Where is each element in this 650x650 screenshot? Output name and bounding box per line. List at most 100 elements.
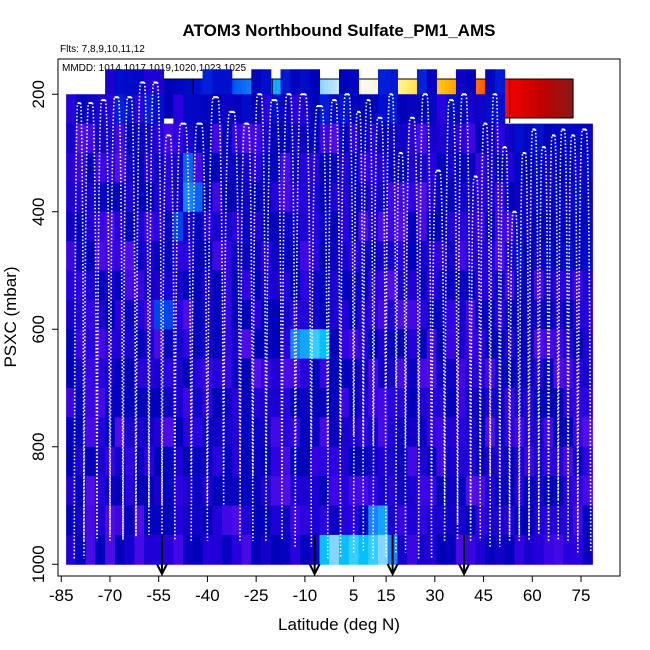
heatmap-cell: [105, 123, 116, 154]
colorbar-cell: [553, 79, 559, 118]
heatmap-cell: [339, 270, 350, 301]
heatmap-cell: [397, 329, 408, 360]
heatmap-cell: [300, 182, 311, 213]
heatmap-cell: [300, 534, 311, 565]
coastal-arrow-head: [308, 563, 321, 576]
heatmap-cell: [114, 505, 126, 536]
heatmap-cell: [504, 241, 515, 271]
heatmap-cell: [270, 446, 282, 477]
heatmap-cell: [446, 211, 457, 242]
heatmap-cell: [290, 182, 301, 213]
profile-descent: [476, 176, 482, 541]
heatmap-cell: [572, 211, 584, 242]
heatmap-cell: [475, 123, 486, 154]
heatmap-cell: [75, 417, 87, 448]
profile-ascent: [372, 117, 379, 559]
profile-descent: [439, 170, 446, 506]
heatmap-cell: [348, 241, 359, 271]
heatmap-cell: [105, 94, 116, 125]
heatmap-cell: [290, 123, 301, 154]
colorbar-cell: [565, 79, 570, 118]
heatmap-cell: [85, 388, 96, 418]
heatmap-cell: [192, 299, 204, 330]
heatmap-cell: [446, 505, 457, 536]
colorbar-cell: [530, 79, 535, 118]
heatmap-cell: [426, 417, 437, 448]
heatmap-cell: [514, 446, 525, 477]
heatmap-cell: [75, 505, 87, 536]
heatmap-cell: [202, 505, 213, 536]
heatmap-cell: [105, 270, 116, 301]
heatmap-cell: [85, 329, 96, 360]
heatmap-cell: [251, 417, 262, 448]
heatmap-cell: [446, 358, 457, 389]
heatmap-cell: [377, 270, 389, 301]
profile-ascent: [362, 99, 368, 447]
heatmap-cell: [95, 270, 106, 301]
heatmap-cell: [192, 211, 204, 242]
heatmap-cell: [485, 388, 496, 418]
heatmap-cell: [124, 123, 135, 154]
profile-ascent: [499, 146, 505, 541]
heatmap-cell: [368, 123, 379, 154]
heatmap-cell: [280, 123, 291, 154]
heatmap-cell: [563, 211, 574, 242]
heatmap-cell: [563, 299, 574, 330]
heatmap-cell: [144, 153, 155, 183]
heatmap-cell: [397, 388, 408, 418]
heatmap-cell: [280, 329, 291, 360]
heatmap-cell: [212, 446, 223, 477]
heatmap-cell: [300, 270, 311, 301]
heatmap-cell: [407, 270, 418, 301]
heatmap-cell: [426, 299, 437, 330]
heatmap-cell: [543, 417, 554, 448]
heatmap-cell: [475, 241, 486, 271]
heatmap-cell: [329, 153, 340, 183]
profile-ascent: [73, 102, 79, 559]
heatmap-cell: [85, 123, 96, 154]
profile-descent: [233, 111, 241, 477]
heatmap-cell: [183, 270, 194, 301]
heatmap-cell: [455, 270, 467, 301]
heatmap-cell: [192, 182, 204, 213]
heatmap-cell: [163, 388, 174, 418]
heatmap-cell: [173, 211, 184, 242]
heatmap-cell: [75, 446, 87, 477]
heatmap-cell: [494, 94, 506, 125]
heatmap-cell: [280, 182, 291, 213]
y-tick-label: 1000: [29, 545, 48, 583]
heatmap-cell: [446, 476, 457, 506]
heatmap-cell: [455, 329, 467, 360]
heatmap-cell: [202, 329, 213, 360]
heatmap-cell: [319, 476, 330, 506]
heatmap-cell: [241, 94, 252, 125]
heatmap-cell: [358, 299, 369, 330]
heatmap-cell: [153, 270, 165, 301]
heatmap-cell: [183, 123, 194, 154]
heatmap-cell: [524, 534, 535, 565]
heatmap-cell: [436, 417, 447, 448]
heatmap-cell: [85, 476, 96, 506]
heatmap-cell: [231, 476, 243, 506]
colorbar-cell: [549, 79, 555, 118]
heatmap-cell: [173, 534, 184, 565]
heatmap-cell: [485, 182, 496, 213]
heatmap-cell: [144, 94, 155, 125]
heatmap-cell: [416, 476, 428, 506]
heatmap-cell: [124, 211, 135, 242]
profile-descent: [515, 211, 521, 535]
heatmap-cell: [524, 123, 535, 154]
profile-descent: [117, 96, 124, 541]
heatmap-cell: [134, 153, 145, 183]
heatmap-cell: [485, 123, 496, 154]
heatmap-cell: [95, 182, 106, 213]
heatmap-cell: [95, 358, 106, 389]
heatmap-cell: [329, 329, 340, 360]
heatmap-cell: [524, 211, 535, 242]
heatmap-cell: [241, 211, 252, 242]
heatmap-cell: [455, 69, 467, 97]
colorbar-cell: [514, 79, 520, 118]
heatmap-cell: [66, 505, 77, 536]
heatmap-cell: [494, 505, 506, 536]
heatmap-cell: [348, 153, 359, 183]
